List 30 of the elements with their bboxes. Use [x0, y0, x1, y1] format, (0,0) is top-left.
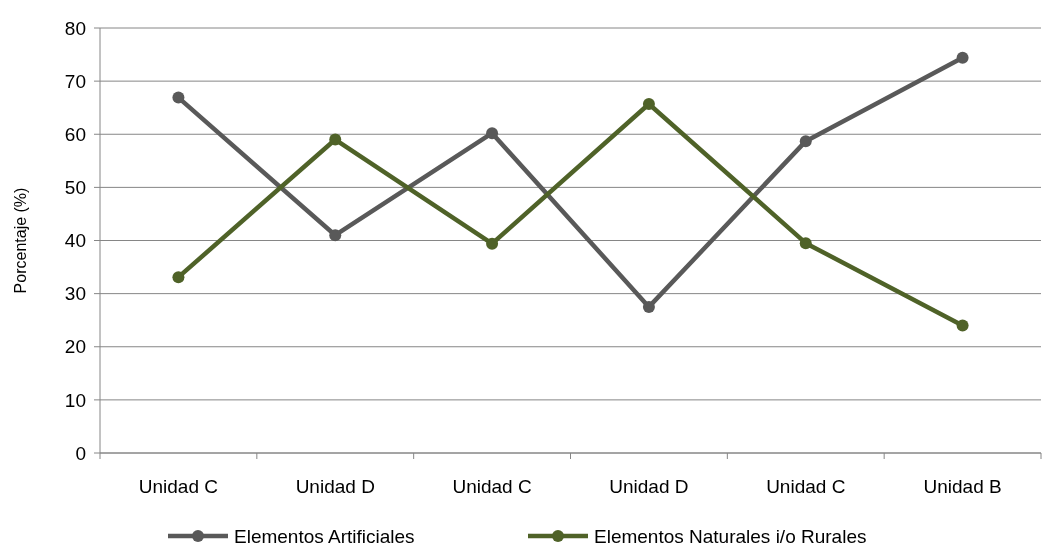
- y-tick-label: 0: [75, 442, 86, 464]
- point: [486, 237, 499, 250]
- y-tick-label: 60: [64, 123, 86, 145]
- y-axis-title: Porcentaje (%): [12, 187, 29, 294]
- legend-label: Elementos Artificiales: [234, 525, 415, 547]
- point: [956, 319, 969, 332]
- legend-label: Elementos Naturales i/o Rurales: [594, 525, 867, 547]
- point: [172, 271, 185, 284]
- y-tick-label: 10: [64, 389, 86, 411]
- x-tick-label: Unidad D: [295, 476, 375, 497]
- y-tick-label: 40: [64, 230, 86, 252]
- y-tick-label: 80: [64, 17, 86, 39]
- point: [329, 229, 342, 242]
- x-tick-label: Unidad B: [923, 476, 1002, 497]
- y-tick-label: 30: [64, 283, 86, 305]
- point: [172, 91, 185, 104]
- y-tick-label: 70: [64, 70, 86, 92]
- point: [799, 237, 812, 250]
- x-tick-label: Unidad C: [452, 476, 532, 497]
- point: [329, 133, 342, 146]
- y-tick-label: 50: [64, 177, 86, 199]
- x-tick-label: Unidad C: [766, 476, 846, 497]
- y-tick-label: 20: [64, 336, 86, 358]
- point: [486, 127, 499, 140]
- point: [799, 135, 812, 148]
- x-tick-label: Unidad C: [138, 476, 219, 497]
- x-tick-label: Unidad D: [609, 476, 689, 497]
- point: [642, 97, 655, 110]
- point: [956, 51, 969, 64]
- point: [642, 300, 655, 313]
